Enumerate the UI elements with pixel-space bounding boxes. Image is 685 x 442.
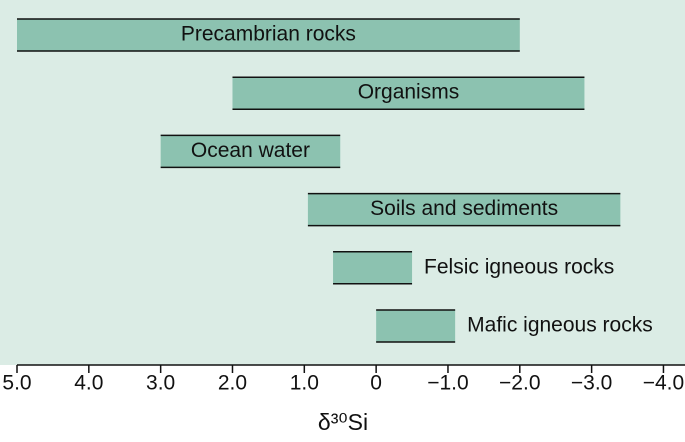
bar-label: Soils and sediments xyxy=(370,197,558,220)
bar xyxy=(307,193,621,226)
x-tick-label: 1.0 xyxy=(290,372,319,395)
x-tick-label: 2.0 xyxy=(218,372,247,395)
bar xyxy=(17,19,520,51)
x-tick-label: −1.0 xyxy=(427,372,468,395)
x-tick-label: −4.0 xyxy=(643,372,684,395)
bar xyxy=(232,77,585,110)
bar-label: Organisms xyxy=(358,81,460,104)
bar-label: Ocean water xyxy=(191,139,310,162)
x-tick-label: −3.0 xyxy=(571,372,612,395)
x-tick-label: 0 xyxy=(370,372,382,395)
bar-label: Mafic igneous rocks xyxy=(467,314,653,337)
bar-label: Precambrian rocks xyxy=(181,23,356,46)
bar-label: Felsic igneous rocks xyxy=(424,255,614,278)
x-tick-label: −2.0 xyxy=(499,372,540,395)
bar xyxy=(376,310,456,342)
plot-background xyxy=(0,0,685,365)
x-tick-label: 5.0 xyxy=(2,372,31,395)
x-tick-label: 4.0 xyxy=(74,372,103,395)
bar xyxy=(333,251,413,284)
x-tick-label: 3.0 xyxy=(146,372,175,395)
x-axis-label: δ³⁰Si xyxy=(318,409,368,435)
bar xyxy=(160,135,341,168)
